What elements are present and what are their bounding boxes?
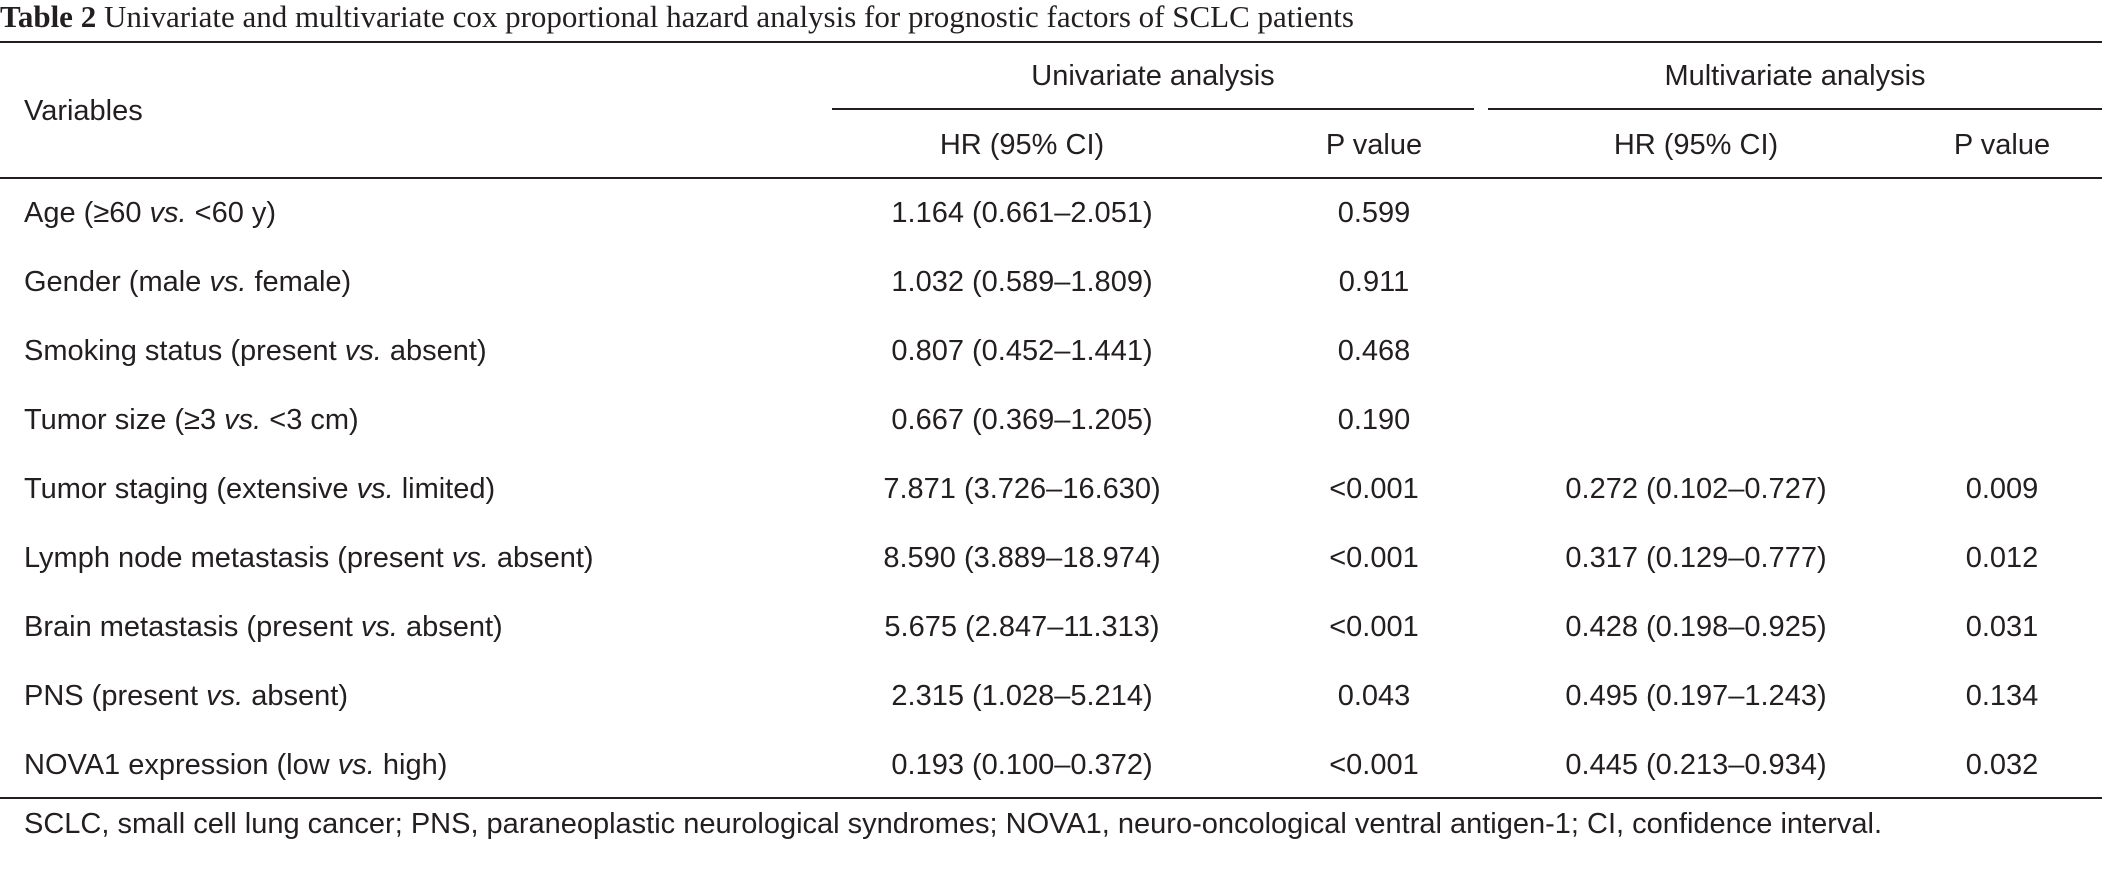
row-uni-p: 0.911 [1338, 266, 1410, 298]
row-multi-hr: 0.428 (0.198–0.925) [1565, 611, 1827, 643]
top-rule [0, 41, 2102, 43]
row-uni-hr: 1.164 (0.661–2.051) [891, 197, 1153, 229]
row-multi-p: 0.012 [1965, 542, 2039, 574]
row-variable: Smoking status (present vs. absent) [24, 335, 487, 367]
row-variable: NOVA1 expression (low vs. high) [24, 749, 448, 781]
row-uni-hr: 2.315 (1.028–5.214) [891, 680, 1153, 712]
header-variables: Variables [24, 95, 143, 127]
header-multi-p: P value [1953, 129, 2051, 161]
row-multi-p: 0.032 [1965, 749, 2039, 781]
row-multi-p: 0.031 [1965, 611, 2039, 643]
table-footnote: SCLC, small cell lung cancer; PNS, paran… [24, 808, 1883, 840]
multivariate-underline [1488, 108, 2102, 110]
header-multivariate: Multivariate analysis [1664, 60, 1926, 92]
row-uni-p: <0.001 [1329, 542, 1419, 574]
table-caption: Table 2 Univariate and multivariate cox … [0, 0, 2102, 42]
header-rule [0, 177, 2102, 179]
row-variable: Brain metastasis (present vs. absent) [24, 611, 503, 643]
row-multi-hr: 0.272 (0.102–0.727) [1565, 473, 1827, 505]
row-multi-hr: 0.445 (0.213–0.934) [1565, 749, 1827, 781]
row-multi-p: 0.134 [1965, 680, 2039, 712]
row-uni-hr: 0.193 (0.100–0.372) [891, 749, 1153, 781]
table-caption-label: Table 2 [0, 0, 97, 34]
row-multi-hr: 0.495 (0.197–1.243) [1565, 680, 1827, 712]
row-variable: Tumor staging (extensive vs. limited) [24, 473, 496, 505]
row-multi-p: 0.009 [1965, 473, 2039, 505]
row-uni-hr: 0.667 (0.369–1.205) [891, 404, 1153, 436]
row-uni-p: 0.190 [1337, 404, 1411, 436]
header-univariate: Univariate analysis [1031, 60, 1275, 92]
row-uni-p: 0.599 [1337, 197, 1411, 229]
row-uni-hr: 5.675 (2.847–11.313) [884, 611, 1160, 643]
row-uni-p: 0.468 [1337, 335, 1411, 367]
row-uni-hr: 1.032 (0.589–1.809) [891, 266, 1153, 298]
row-variable: Tumor size (≥3 vs. <3 cm) [24, 404, 359, 436]
row-variable: Age (≥60 vs. <60 y) [24, 197, 277, 229]
row-uni-hr: 0.807 (0.452–1.441) [891, 335, 1153, 367]
row-variable: PNS (present vs. absent) [24, 680, 348, 712]
row-uni-hr: 8.590 (3.889–18.974) [883, 542, 1161, 574]
header-uni-p: P value [1325, 129, 1423, 161]
univariate-underline [832, 108, 1474, 110]
header-uni-hr: HR (95% CI) [939, 129, 1105, 161]
row-variable: Gender (male vs. female) [24, 266, 352, 298]
row-uni-p: <0.001 [1329, 611, 1419, 643]
row-uni-p: <0.001 [1329, 473, 1419, 505]
header-multi-hr: HR (95% CI) [1613, 129, 1779, 161]
bottom-rule [0, 797, 2102, 799]
row-uni-hr: 7.871 (3.726–16.630) [883, 473, 1161, 505]
table-caption-text: Univariate and multivariate cox proporti… [103, 0, 1354, 34]
row-multi-hr: 0.317 (0.129–0.777) [1565, 542, 1827, 574]
row-uni-p: 0.043 [1337, 680, 1411, 712]
row-variable: Lymph node metastasis (present vs. absen… [24, 542, 594, 574]
row-uni-p: <0.001 [1329, 749, 1419, 781]
